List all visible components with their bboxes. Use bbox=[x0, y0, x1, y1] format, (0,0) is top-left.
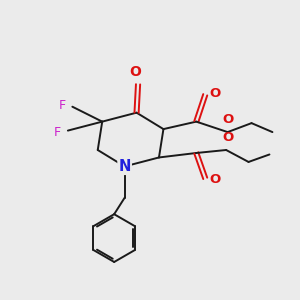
Text: O: O bbox=[129, 65, 141, 79]
Text: N: N bbox=[118, 159, 131, 174]
Text: O: O bbox=[222, 113, 233, 126]
Text: F: F bbox=[59, 99, 66, 112]
Text: O: O bbox=[210, 87, 221, 100]
Text: F: F bbox=[54, 126, 61, 139]
Text: O: O bbox=[222, 131, 233, 144]
Text: O: O bbox=[210, 173, 221, 186]
